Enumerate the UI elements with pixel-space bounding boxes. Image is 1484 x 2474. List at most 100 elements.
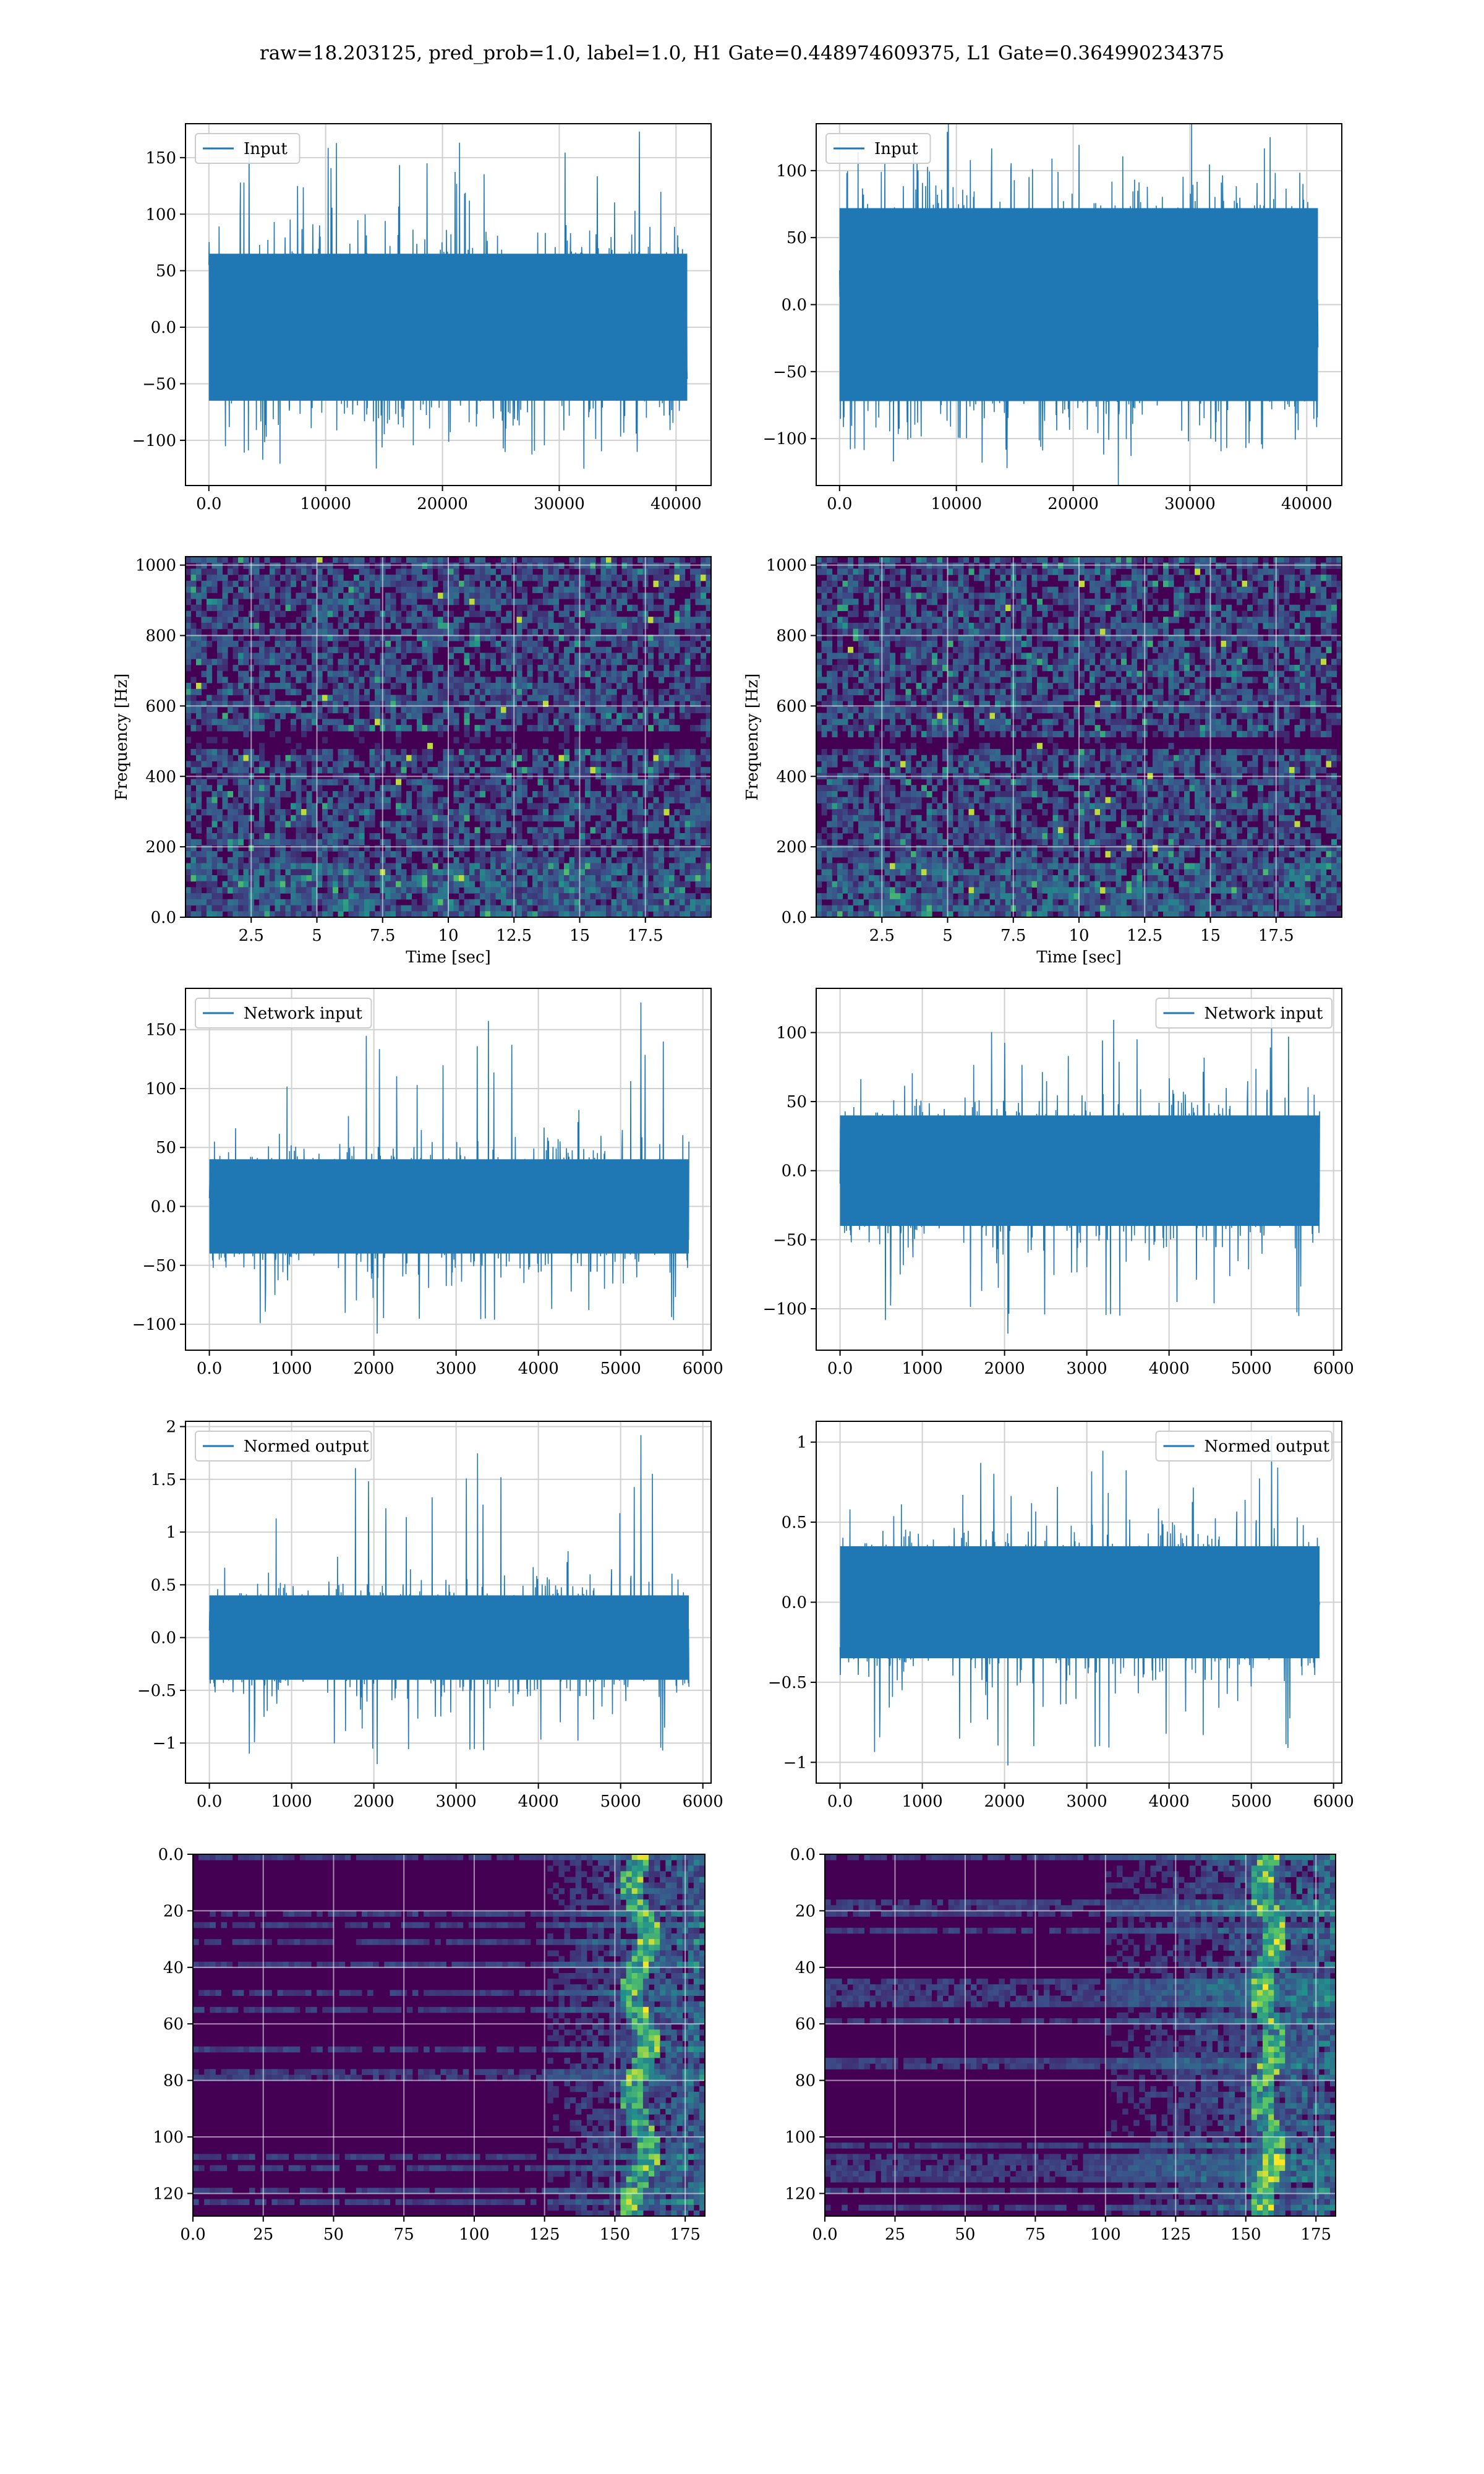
l1-spectrogram-cell: [848, 599, 854, 606]
h1-spectrogram-cell: [621, 797, 628, 803]
l1-spectrogram-cell: [1247, 575, 1253, 581]
h1-spectrogram-cell: [186, 911, 192, 918]
h1-spectrogram-cell: [537, 748, 544, 756]
h1-spectrogram-cell: [432, 821, 438, 828]
h1-spectrogram-cell: [501, 803, 507, 810]
h1-spectrogram-cell: [422, 845, 428, 852]
h1-spectrogram-cell: [406, 701, 412, 708]
h1-spectrogram-cell: [558, 767, 565, 774]
h1-spectrogram-cell: [537, 845, 544, 852]
h1-spectrogram-cell: [422, 911, 428, 918]
l1-spectrogram-cell: [1179, 557, 1185, 563]
h1-spectrogram-cell: [238, 635, 244, 641]
h1-spectrogram-cell: [364, 875, 370, 882]
h1-spectrogram-cell: [611, 593, 617, 599]
h1-spectrogram-cell: [448, 875, 454, 882]
h1-spectrogram-cell: [238, 557, 244, 563]
h1-spectrogram-cell: [264, 646, 270, 654]
h1-spectrogram-cell: [611, 845, 617, 852]
h1-spectrogram-cell: [600, 659, 607, 666]
h1-spectrogram-cell: [312, 677, 318, 683]
h1-spectrogram-cell: [201, 857, 207, 864]
l1-spectrogram-cell: [1284, 580, 1290, 588]
h1-spectrogram-cell: [375, 677, 381, 683]
h1-spectrogram-cell: [537, 905, 544, 912]
l1-spectrogram-cell: [905, 593, 911, 599]
h1-spectrogram-cell: [196, 803, 202, 810]
h1-spectrogram-cell: [690, 683, 696, 690]
h1-spectrogram-cell: [333, 725, 339, 732]
l1-spectrogram-cell: [853, 604, 859, 611]
h1-spectrogram-cell: [527, 803, 533, 810]
h1-spectrogram-cell: [606, 803, 612, 810]
h1-spectrogram-cell: [243, 815, 249, 822]
h1-spectrogram-cell: [190, 851, 197, 858]
l1-spectrogram-cell: [1310, 562, 1316, 569]
h1-spectrogram-cell: [401, 562, 407, 569]
h1-spectrogram-cell: [638, 670, 644, 677]
h1-spectrogram-cell: [632, 646, 638, 654]
h1-spectrogram-cell: [385, 905, 391, 912]
h1-spectrogram-cell: [333, 839, 339, 845]
h1-spectrogram-cell: [275, 875, 281, 882]
h1-spectrogram-cell: [322, 761, 328, 768]
l1-spectrogram-cell: [984, 610, 991, 617]
h1-spectrogram-cell: [516, 755, 522, 761]
h1-spectrogram-cell: [579, 869, 586, 876]
h1-spectrogram-cell: [490, 887, 497, 894]
h1-spectrogram-cell: [453, 713, 459, 719]
h1-spectrogram-cell: [259, 743, 265, 750]
h1-spectrogram-cell: [537, 701, 544, 708]
l1-spectrogram-cell: [1136, 586, 1143, 593]
h1-spectrogram-cell: [527, 845, 533, 852]
h1-spectrogram-cell: [317, 622, 323, 630]
h1-spectrogram-cell: [516, 568, 522, 575]
l1-spectrogram-cell: [1237, 568, 1243, 575]
h1-spectrogram-cell: [348, 869, 354, 876]
h1-spectrogram-cell: [543, 695, 549, 701]
h1-spectrogram-cell: [548, 562, 554, 569]
l1-spectrogram-cell: [905, 599, 911, 606]
h1-spectrogram-cell: [291, 599, 297, 606]
l1-spectrogram-cell: [853, 610, 859, 617]
h1-spectrogram-cell: [527, 725, 533, 732]
h1-spectrogram-cell: [296, 646, 302, 654]
h1-spectrogram-cell: [564, 575, 570, 581]
h1-spectrogram-cell: [595, 653, 602, 659]
h1-spectrogram-cell: [422, 688, 428, 696]
h1-spectrogram-cell: [543, 664, 549, 672]
h1-spectrogram-cell: [579, 755, 586, 761]
h1-spectrogram-cell: [291, 863, 297, 870]
h1-spectrogram-cell: [469, 833, 475, 840]
h1-spectrogram-cell: [427, 593, 433, 599]
h1-spectrogram-cell: [632, 815, 638, 822]
l1-spectrogram-cell: [1263, 562, 1269, 569]
h1-spectrogram-cell: [653, 635, 659, 641]
h1-spectrogram-cell: [338, 557, 344, 563]
h1-spectrogram-cell: [485, 706, 491, 714]
h1-spectrogram-cell: [595, 767, 602, 774]
l1-spectrogram-cell: [1121, 575, 1127, 581]
h1-spectrogram-cell: [338, 664, 344, 672]
h1-spectrogram-cell: [301, 713, 307, 719]
h1-spectrogram-cell: [396, 641, 402, 648]
l1-spectrogram-cell: [989, 557, 996, 563]
l1-spectrogram-cell: [1226, 580, 1232, 588]
l1-spectrogram-cell: [1163, 568, 1169, 575]
h1-spectrogram-cell: [348, 827, 354, 834]
h1-spectrogram-cell: [564, 635, 570, 641]
h1-spectrogram-cell: [543, 593, 549, 599]
l1-spectrogram-cell: [1195, 562, 1201, 569]
h1-spectrogram-cell: [207, 905, 213, 912]
h1-spectrogram-cell: [663, 875, 670, 882]
h1-spectrogram-cell: [264, 797, 270, 803]
l1-spectrogram-cell: [1284, 557, 1290, 563]
h1-spectrogram-cell: [317, 827, 323, 834]
h1-spectrogram-cell: [280, 664, 286, 672]
h1-spectrogram-cell: [411, 646, 417, 654]
h1-spectrogram-cell: [401, 628, 407, 635]
l1-spectrogram-cell: [963, 604, 970, 611]
h1-spectrogram-cell: [359, 833, 365, 840]
h1-spectrogram-cell: [317, 911, 323, 918]
h1-spectrogram-cell: [706, 706, 712, 714]
